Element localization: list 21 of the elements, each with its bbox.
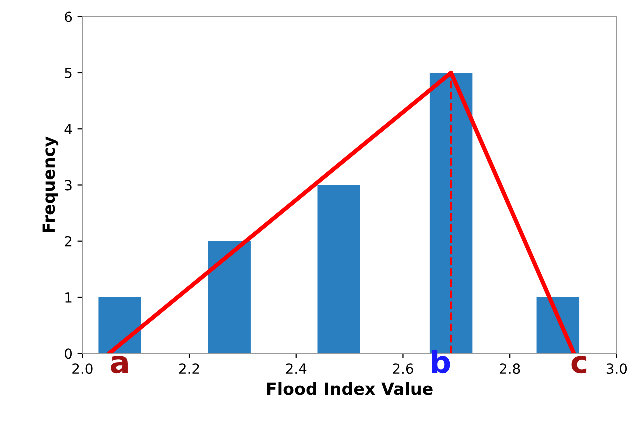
bar (98, 298, 142, 354)
bar (318, 185, 360, 354)
bar (208, 241, 251, 354)
x-tick-label: 2.8 (500, 364, 520, 374)
y-tick-label: 4 (64, 124, 72, 134)
y-tick-label: 6 (65, 12, 72, 22)
x-tick-label: 2.2 (180, 364, 200, 374)
y-axis-title: Frequency (42, 136, 59, 232)
x-tick-label: 2.4 (286, 364, 307, 374)
y-tick-label: 5 (65, 68, 72, 78)
y-tick-label: 2 (65, 236, 72, 247)
x-tick-label: 2.0 (72, 364, 93, 374)
x-tick-label: 3.0 (606, 364, 628, 374)
y-tick-label: 3 (65, 180, 72, 191)
annotation: c (572, 356, 587, 374)
annotation: a (111, 356, 128, 374)
x-axis-title: Flood Index Value (267, 382, 433, 396)
x-tick-label: 2.6 (393, 364, 414, 374)
annotation: b (432, 350, 450, 374)
y-tick-label: 1 (66, 292, 72, 303)
y-tick-label: 0 (65, 348, 72, 360)
